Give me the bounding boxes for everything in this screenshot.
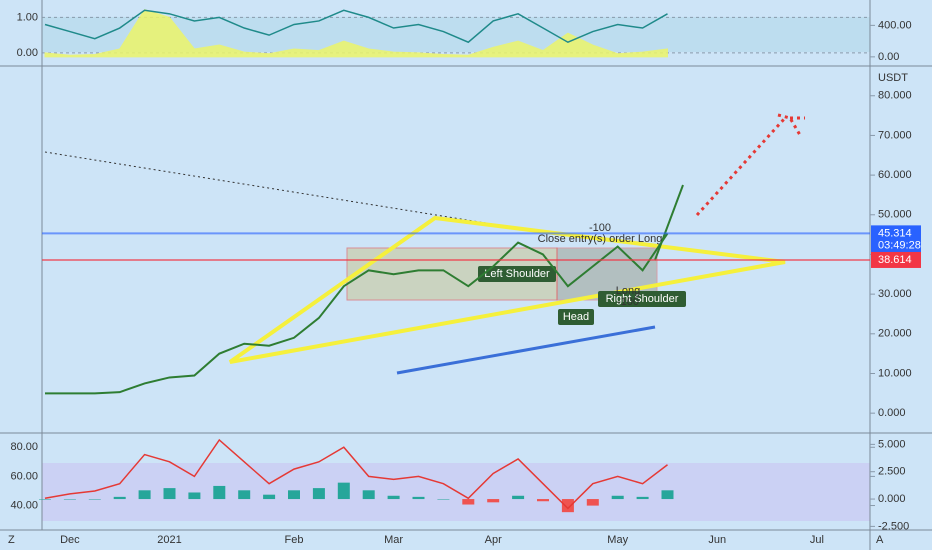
- histogram-bar: [213, 485, 226, 500]
- y-tick-label: 0.000: [878, 407, 906, 419]
- x-tick-label: Jun: [708, 534, 726, 546]
- corner-label: A: [876, 534, 884, 546]
- price-tag-label: 38.614: [878, 254, 912, 266]
- y-tick-label: 50.000: [878, 209, 912, 221]
- x-tick-label: Feb: [285, 534, 304, 546]
- trendline: [44, 151, 561, 236]
- histogram-bar: [188, 492, 201, 500]
- histogram-bar: [288, 490, 300, 500]
- histogram-bar: [387, 495, 400, 500]
- histogram-bar: [337, 482, 350, 500]
- price-tag-label: 45.314: [878, 227, 912, 239]
- y-tick-label: 10.000: [878, 367, 912, 379]
- annotation-box: [598, 291, 686, 307]
- histogram-bar: [138, 490, 151, 500]
- histogram-bar: [412, 496, 425, 500]
- price-tag-countdown: 03:49:28: [878, 239, 921, 251]
- y-tick-label: 60.000: [878, 169, 912, 181]
- x-tick-label: Dec: [60, 534, 80, 546]
- order-label: -100: [617, 296, 639, 308]
- unit-label: USDT: [878, 72, 908, 84]
- annotation: Left Shoulder: [484, 268, 550, 280]
- price-line: [45, 232, 669, 395]
- target-arrow: [695, 113, 805, 217]
- y2-tick-label: 2.500: [878, 466, 906, 478]
- y-tick-label: 30.000: [878, 288, 912, 300]
- y-tick-label: 0.00: [17, 47, 38, 59]
- annotation-box: [558, 309, 594, 325]
- histogram-bar: [487, 499, 500, 503]
- histogram-bar: [163, 488, 176, 500]
- area: [44, 9, 668, 58]
- y2-tick-label: -2.500: [878, 520, 909, 532]
- histogram-bar: [238, 490, 251, 500]
- y2-tick-label: 400.00: [878, 19, 912, 31]
- histogram-bar: [362, 490, 375, 500]
- y-tick-label: 80.00: [10, 441, 38, 453]
- triangle: [228, 215, 786, 364]
- y2-tick-label: 5.000: [878, 438, 906, 450]
- x-tick-label: 2021: [157, 534, 181, 546]
- histogram-bar: [88, 499, 101, 500]
- histogram-bar: [611, 495, 624, 500]
- histogram-bar: [39, 499, 51, 500]
- annotation-box: [478, 266, 556, 282]
- support-line: [396, 325, 656, 375]
- x-tick-label: Jul: [810, 534, 824, 546]
- y2-tick-label: 0.000: [878, 493, 906, 505]
- histogram-bar: [512, 495, 525, 500]
- histogram-bar: [437, 499, 450, 500]
- annotation: Head: [563, 311, 589, 323]
- y-tick-label: 40.00: [10, 499, 38, 511]
- y-tick-label: 1.00: [17, 11, 38, 23]
- projection: [654, 184, 684, 261]
- histogram-bar: [661, 490, 674, 500]
- histogram-bar: [537, 499, 549, 502]
- histogram-bar: [561, 499, 574, 513]
- rsi-band: [42, 463, 870, 521]
- order-label: -100: [589, 222, 611, 234]
- x-tick-label: Mar: [384, 534, 403, 546]
- line: [44, 9, 668, 44]
- x-tick-label: May: [607, 534, 628, 546]
- line: [44, 438, 668, 510]
- y-tick-label: 70.000: [878, 129, 912, 141]
- histogram-bar: [462, 499, 475, 505]
- histogram-bar: [586, 499, 599, 506]
- y2-tick-label: 0.00: [878, 51, 899, 63]
- corner-label: Z: [8, 534, 15, 546]
- histogram-bar: [113, 496, 126, 500]
- y-tick-label: 60.00: [10, 470, 38, 482]
- price-tag: [871, 225, 921, 254]
- y-tick-label: 20.000: [878, 328, 912, 340]
- order-label: Long: [616, 285, 640, 297]
- price-tag: [871, 251, 921, 268]
- histogram-bar: [263, 494, 276, 500]
- histogram-bar: [63, 499, 76, 500]
- x-tick-label: Apr: [485, 534, 502, 546]
- y-tick-label: 80.000: [878, 90, 912, 102]
- histogram-bar: [636, 496, 649, 500]
- annotation: Right Shoulder: [606, 293, 679, 305]
- order-label: Close entry(s) order Long: [538, 233, 663, 245]
- histogram-bar: [312, 488, 325, 500]
